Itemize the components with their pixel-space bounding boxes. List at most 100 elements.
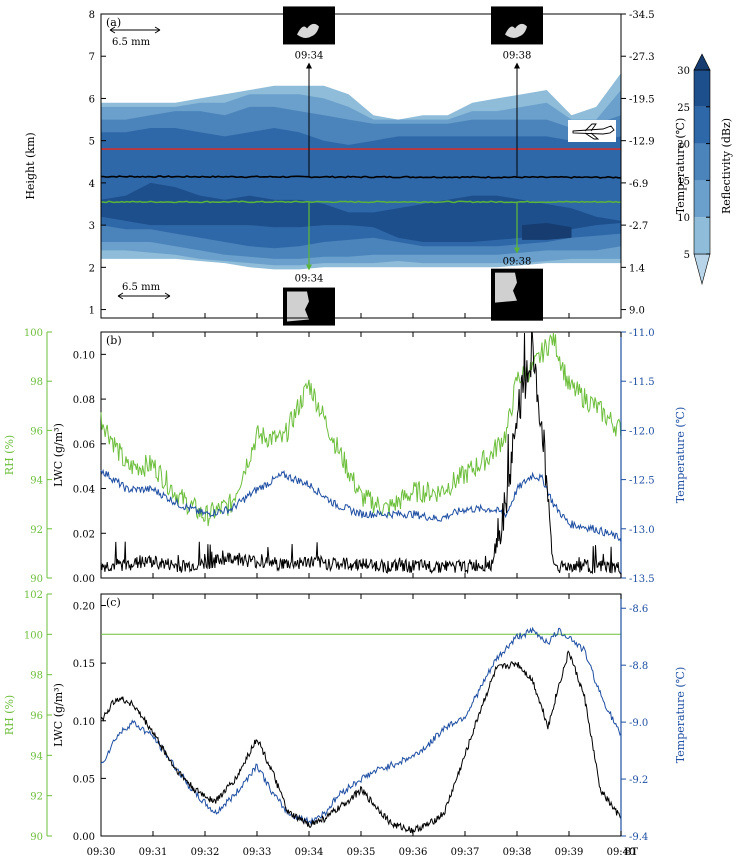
temp-tick-label: 9.0 [629, 306, 645, 317]
panel-c-xlabel: BT [624, 847, 638, 858]
lwc-tick-label: 0.08 [73, 395, 95, 406]
colorbar-lower-triangle [693, 253, 711, 286]
airplane-icon [568, 120, 616, 142]
temperature-axis-a: -34.5 -27.3 -19.5 -12.9 -6.9 -2.7 1.4 9.0 [621, 10, 655, 317]
height-tick-label: 8 [89, 10, 95, 21]
x-tick-label: 09:34 [295, 847, 324, 858]
panel-a: 1 2 3 4 5 6 7 8 -34.5 -27.3 -19.5 -12.9 -6.9 -2.7 1.4… [24, 6, 733, 326]
colorbar-band [694, 70, 710, 107]
colorbar-band [694, 180, 710, 218]
arrow-label-upper: 09:34 [295, 50, 324, 61]
rh-tick-label: 90 [30, 832, 43, 843]
height-tick-label: 1 [89, 306, 95, 317]
rh-tick-label: 90 [30, 574, 43, 585]
height-tick-label: 5 [89, 137, 95, 148]
scale-bar-top: 6.5 mm [109, 26, 161, 48]
height-tick-label: 7 [89, 52, 95, 63]
temp-tick-label: 1.4 [629, 263, 645, 274]
reflectivity-layer-30dbz [522, 223, 572, 240]
panel-a-label: (a) [106, 16, 121, 29]
temp-tick-label: -8.8 [629, 661, 648, 672]
lwc-tick-label: 0.00 [73, 574, 95, 585]
panel-c-y2label: Temperature (℃) [674, 667, 687, 763]
temp-tick-label: -8.6 [629, 604, 648, 615]
rh-tick-label: 100 [24, 630, 43, 641]
temp-tick-label: -11.0 [629, 328, 655, 339]
temp-tick-label: -11.5 [629, 377, 655, 388]
panel-b-rh-label: RH (%) [3, 435, 16, 475]
panel-b-frame [100, 331, 622, 579]
rh-tick-label: 96 [30, 711, 43, 722]
colorbar-tick-label: 5 [684, 250, 690, 261]
panel-c-ylabel: LWC (g/m³) [52, 683, 65, 747]
lwc-tick-label: 0.04 [73, 485, 95, 496]
panel-c-label: (c) [106, 596, 121, 609]
height-tick-label: 4 [89, 179, 95, 190]
height-tick-label: 3 [89, 221, 95, 232]
lwc-tick-label: 0.02 [73, 529, 95, 540]
temp-tick-label: -12.0 [629, 426, 655, 437]
rh-tick-label: 94 [30, 476, 43, 487]
reflectivity-layers [101, 14, 621, 318]
temp-tick-label: -9.2 [629, 775, 648, 786]
reflectivity-colorbar: 5 10 15 20 25 30 [677, 53, 711, 286]
particle-shape-lower [495, 272, 517, 303]
panel-b-series [100, 332, 622, 575]
lwc-tick-label: 0.10 [73, 717, 95, 728]
x-tick-label: 09:35 [347, 847, 376, 858]
height-tick-label: 2 [89, 263, 95, 274]
arrow-label-lower: 09:34 [295, 274, 324, 285]
panel-c-rh-label: RH (%) [3, 695, 16, 735]
temp-tick-label: -12.9 [629, 137, 655, 148]
rh-tick-label: 102 [24, 590, 43, 601]
arrow-down-head [306, 264, 312, 271]
flight-lines [101, 148, 621, 204]
colorbar-band [694, 217, 710, 254]
x-tick-label: 09:37 [451, 847, 480, 858]
particle-shape-upper [297, 23, 319, 39]
temp-tick-label: -13.5 [629, 574, 655, 585]
panel-c: 0.00 0.05 0.10 0.15 0.20 90 92 94 96 98 100 102 -9.4… [3, 590, 687, 858]
particle-shape-lower [287, 291, 309, 322]
lwc-series-line [100, 650, 621, 835]
temp-tick-label: -6.9 [629, 179, 648, 190]
rh-tick-label: 98 [30, 671, 43, 682]
panel-a-y2label: Temperature (℃) [674, 118, 687, 214]
rh-series-line [100, 332, 622, 527]
colorbar-tick-label: 25 [677, 103, 690, 114]
x-tick-label: 09:39 [555, 847, 584, 858]
particle-shape-upper [505, 23, 527, 39]
time-ticks-a [100, 313, 622, 318]
x-tick-label: 09:30 [87, 847, 116, 858]
x-tick-label: 09:36 [399, 847, 428, 858]
arrow-up-head [306, 62, 312, 69]
panel-b: 0.00 0.02 0.04 0.06 0.08 0.10 90 92 94 96 98 100 -13… [3, 328, 687, 585]
scale-bar-top-label: 6.5 mm [112, 37, 151, 48]
temperature-series-line [100, 626, 622, 826]
colorbar-frame [693, 69, 711, 255]
colorbar-upper-triangle [693, 53, 711, 71]
x-tick-label: 09:33 [243, 847, 272, 858]
scale-bar-bottom: 6.5 mm [117, 282, 171, 300]
green-level-line [101, 200, 621, 204]
x-tick-label: 09:31 [139, 847, 168, 858]
colorbar-tick-label: 10 [677, 213, 690, 224]
temp-tick-label: -27.3 [629, 52, 655, 63]
panel-c-series [100, 626, 622, 835]
panel-b-ylabel: LWC (g/m³) [52, 423, 65, 487]
arrow-down-head [514, 247, 520, 254]
particle-insets [283, 6, 543, 326]
temp-tick-label: -9.0 [629, 718, 648, 729]
x-tick-label: 09:38 [503, 847, 532, 858]
lwc-series-line [100, 332, 621, 575]
panel-c-axes: 0.00 0.05 0.10 0.15 0.20 90 92 94 96 98 100 102 -9.4… [24, 590, 648, 858]
arrow-up-head [514, 62, 520, 69]
rh-tick-label: 92 [30, 792, 43, 803]
rh-tick-label: 92 [30, 525, 43, 536]
arrow-label-upper: 09:38 [503, 50, 532, 61]
arrow-label-lower: 09:38 [503, 257, 532, 268]
colorbar-label: Reflectivity (dBz) [720, 118, 733, 214]
rh-tick-label: 100 [24, 328, 43, 339]
lwc-tick-label: 0.00 [73, 832, 95, 843]
